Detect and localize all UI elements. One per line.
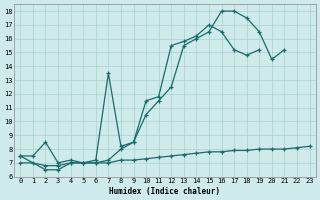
X-axis label: Humidex (Indice chaleur): Humidex (Indice chaleur) xyxy=(109,187,220,196)
